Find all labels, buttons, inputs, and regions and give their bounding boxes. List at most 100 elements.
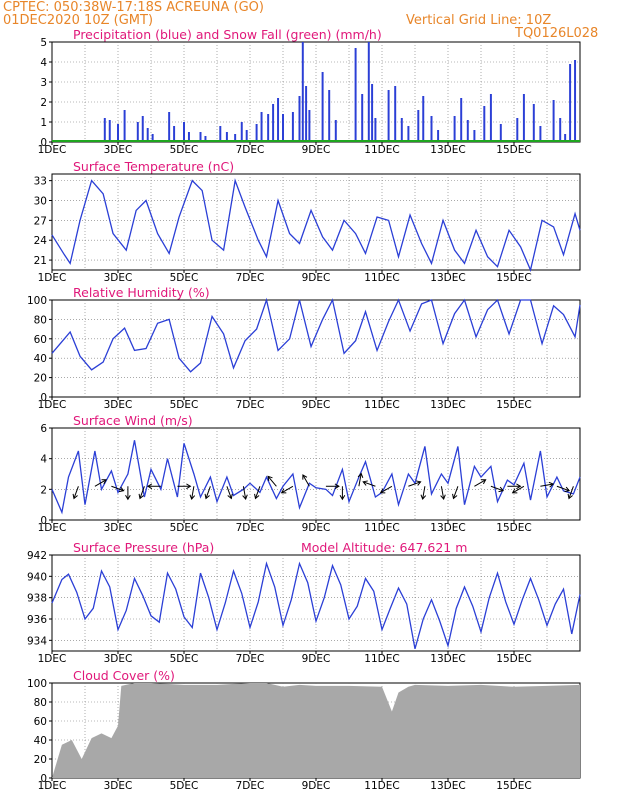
- y-tick-label: 100: [27, 295, 47, 307]
- x-tick-label: 3DEC: [104, 399, 133, 411]
- x-tick-label: 1DEC: [38, 653, 67, 665]
- precip-bar: [460, 98, 463, 142]
- wind-arrow-shaft: [568, 486, 574, 499]
- wind-arrow-shaft: [226, 486, 232, 499]
- x-tick-label: 5DEC: [170, 522, 199, 534]
- wind-arrow-head: [118, 486, 125, 493]
- wind-arrow: [379, 485, 393, 494]
- panel-pres: 934 936 938 940 942 1DEC 3DEC 5DEC 7DEC 9DEC 11DEC…: [27, 540, 581, 665]
- wind-arrow: [420, 486, 427, 501]
- precip-bar: [569, 64, 572, 142]
- wind-arrow-head: [267, 475, 273, 481]
- precip-bar: [367, 42, 370, 142]
- panel-precip: 0 1 2 3 4 5 1DEC 3DEC 5DEC 7DEC 9DEC 11DEC 13DEC 15DE…: [38, 27, 581, 156]
- wind-arrow-head: [125, 495, 131, 501]
- precip-bar: [245, 130, 248, 142]
- wind-arrow-head: [498, 486, 505, 493]
- x-tick-label: 1DEC: [38, 399, 67, 411]
- precip-bar: [466, 120, 469, 142]
- x-tick-label: 1DEC: [38, 522, 67, 534]
- wind-arrow-shaft: [452, 486, 459, 499]
- x-tick-label: 7DEC: [236, 522, 265, 534]
- wind-arrow: [302, 474, 310, 487]
- wind-arrow-head: [516, 483, 522, 490]
- header-datetime: 01DEC2020 10Z (GMT): [3, 13, 154, 28]
- y-tick-label: 1: [40, 117, 47, 129]
- x-tick-label: 15DEC: [496, 272, 531, 284]
- wind-arrow-shaft: [94, 479, 107, 487]
- y-tick-label: 33: [34, 176, 47, 188]
- wind-arrow-shaft: [540, 483, 554, 487]
- y-tick-label: 940: [27, 571, 47, 583]
- precip-bar: [387, 90, 390, 142]
- x-tick-label: 11DEC: [364, 780, 399, 792]
- wind-arrow-shaft: [440, 486, 445, 500]
- wind-arrow-shaft: [408, 481, 421, 487]
- precip-bar: [225, 132, 228, 142]
- precip-bar: [532, 104, 535, 142]
- x-tick-label: 11DEC: [364, 144, 399, 156]
- precip-bar: [328, 90, 331, 142]
- wind-arrow-shaft: [358, 473, 362, 487]
- x-tick-label: 15DEC: [496, 399, 531, 411]
- wind-arrow: [511, 485, 525, 494]
- x-tick-label: 7DEC: [236, 780, 265, 792]
- y-tick-label: 21: [34, 255, 47, 267]
- wind-arrow-head: [334, 483, 340, 490]
- precip-bar: [183, 122, 185, 142]
- y-tick-label: 6: [40, 423, 47, 435]
- precip-bar: [282, 114, 284, 142]
- wind-arrow-shaft: [191, 486, 195, 500]
- wind-arrow-shaft: [205, 486, 211, 499]
- panel-wind: 0 2 4 6 1DEC 3DEC 5DEC 7DEC 9DEC 11DEC 13DEC 15DEC S…: [38, 413, 581, 534]
- wind-arrow: [125, 486, 131, 501]
- wind-arrow: [72, 486, 79, 500]
- y-tick-label: 20: [34, 373, 47, 385]
- series-line-pres: [51, 561, 581, 650]
- wind-arrow: [325, 483, 340, 490]
- wind-arrow: [556, 485, 571, 493]
- x-tick-label: 5DEC: [170, 399, 199, 411]
- wind-arrow: [362, 480, 376, 487]
- precip-bar: [301, 42, 304, 142]
- wind-arrow-head: [420, 494, 427, 501]
- wind-arrow-shaft: [111, 485, 124, 492]
- x-tick-label: 11DEC: [364, 272, 399, 284]
- wind-arrow-head: [242, 494, 248, 501]
- wind-arrow-head: [480, 479, 487, 485]
- wind-arrow: [226, 486, 233, 500]
- x-tick-label: 3DEC: [104, 522, 133, 534]
- wind-arrow-head: [204, 493, 210, 500]
- precip-bar: [552, 100, 555, 142]
- wind-arrow-head: [189, 494, 196, 501]
- precip-bar: [204, 136, 207, 142]
- x-tick-label: 7DEC: [236, 144, 265, 156]
- precip-bar: [173, 126, 176, 142]
- wind-arrow-head: [186, 483, 192, 490]
- y-tick-label: 0: [40, 515, 47, 527]
- wind-arrow-head: [452, 493, 458, 500]
- wind-arrow: [204, 486, 211, 500]
- precip-bar: [240, 122, 243, 142]
- wind-arrow: [490, 485, 505, 493]
- wind-arrow-head: [254, 493, 260, 500]
- precip-bar: [394, 86, 397, 142]
- wind-arrow: [267, 475, 277, 487]
- precip-bar: [141, 116, 144, 142]
- wind-arrow-head: [227, 493, 233, 500]
- precip-bar: [272, 104, 275, 142]
- precip-bar: [151, 134, 154, 142]
- x-tick-label: 3DEC: [104, 272, 133, 284]
- cloud-cover-area: [52, 683, 580, 778]
- wind-arrow-shaft: [139, 486, 145, 499]
- precip-bar: [321, 72, 324, 142]
- precip-bar: [361, 94, 364, 142]
- y-tick-label: 24: [34, 235, 48, 247]
- wind-arrow: [357, 472, 364, 487]
- x-tick-label: 13DEC: [430, 144, 465, 156]
- wind-arrow-head: [101, 479, 107, 485]
- wind-arrow-head: [564, 486, 571, 493]
- wind-arrow-head: [138, 493, 144, 500]
- wind-arrow-shaft: [422, 486, 426, 500]
